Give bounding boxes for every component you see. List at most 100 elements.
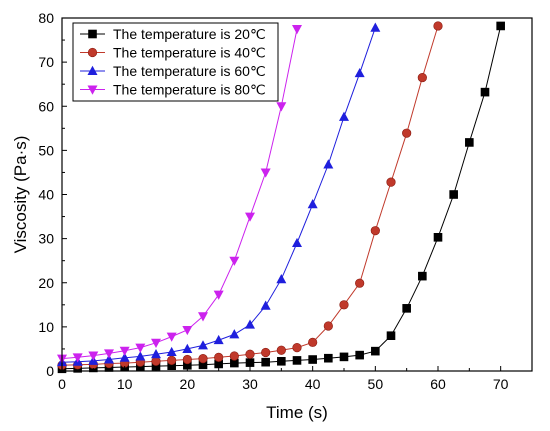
data-point-80c bbox=[88, 351, 99, 361]
x-tick-label: 60 bbox=[430, 376, 446, 392]
data-point-20c bbox=[214, 359, 223, 369]
series-layer bbox=[57, 21, 505, 374]
y-tick-label: 60 bbox=[38, 98, 54, 114]
data-point-20c bbox=[449, 190, 458, 199]
data-point-40c bbox=[276, 345, 286, 355]
legend-entry-60c: The temperature is 60℃ bbox=[80, 63, 266, 79]
data-point-80c bbox=[198, 312, 208, 322]
x-tick-label: 70 bbox=[493, 376, 509, 392]
data-point-60c bbox=[135, 351, 146, 361]
data-point-40c bbox=[308, 337, 318, 347]
data-point-40c bbox=[292, 343, 302, 353]
y-tick-label: 70 bbox=[38, 54, 54, 70]
data-point-40c bbox=[167, 355, 177, 366]
data-point-60c bbox=[213, 334, 224, 345]
data-point-20c bbox=[277, 356, 286, 366]
data-point-60c bbox=[229, 329, 240, 339]
data-point-40c bbox=[386, 177, 396, 187]
legend-marker-20c bbox=[88, 29, 97, 39]
data-point-40c bbox=[323, 321, 333, 331]
legend-label-60c: The temperature is 60℃ bbox=[113, 63, 266, 79]
data-point-60c bbox=[307, 199, 318, 209]
y-tick-label: 30 bbox=[38, 231, 54, 247]
legend-label-80c: The temperature is 80℃ bbox=[113, 82, 266, 98]
y-tick-label: 20 bbox=[38, 275, 54, 291]
data-point-40c bbox=[433, 21, 443, 31]
legend-entry-20c: The temperature is 20℃ bbox=[80, 26, 266, 42]
data-point-80c bbox=[229, 256, 240, 266]
data-point-40c bbox=[198, 354, 208, 364]
data-point-40c bbox=[402, 128, 412, 138]
data-point-80c bbox=[245, 212, 255, 222]
data-point-20c bbox=[308, 355, 317, 364]
data-point-80c bbox=[213, 290, 224, 300]
data-point-80c bbox=[119, 346, 130, 356]
legend-marker-40c bbox=[87, 47, 98, 58]
legend-marker-60c bbox=[87, 65, 98, 75]
data-point-20c bbox=[480, 87, 490, 97]
data-point-60c bbox=[166, 346, 177, 357]
x-tick-label: 10 bbox=[117, 376, 133, 392]
data-point-80c bbox=[182, 325, 193, 336]
data-point-80c bbox=[72, 353, 83, 363]
legend-entry-40c: The temperature is 40℃ bbox=[80, 45, 266, 61]
y-tick-label: 50 bbox=[38, 142, 54, 158]
data-point-60c bbox=[151, 349, 161, 359]
data-point-20c bbox=[198, 360, 208, 370]
data-point-40c bbox=[261, 347, 271, 358]
x-tick-label: 50 bbox=[368, 376, 384, 392]
data-point-80c bbox=[276, 102, 287, 112]
data-point-20c bbox=[292, 356, 302, 365]
y-tick-label: 40 bbox=[38, 187, 54, 203]
data-point-20c bbox=[465, 138, 474, 147]
data-point-60c bbox=[104, 354, 114, 364]
data-point-60c bbox=[198, 340, 208, 350]
legend-box bbox=[72, 22, 279, 102]
y-tick-label: 10 bbox=[38, 319, 54, 335]
data-point-80c bbox=[104, 349, 114, 359]
data-point-40c bbox=[355, 278, 365, 288]
data-point-20c bbox=[418, 271, 427, 281]
data-point-20c bbox=[151, 361, 161, 371]
series-line-80c bbox=[61, 28, 298, 360]
data-point-80c bbox=[260, 168, 271, 178]
x-axis-label: Time (s) bbox=[266, 403, 328, 422]
series-80c bbox=[57, 25, 302, 364]
data-point-20c bbox=[183, 360, 192, 370]
data-point-20c bbox=[371, 346, 380, 356]
y-tick-label: 0 bbox=[46, 363, 54, 379]
data-point-60c bbox=[370, 22, 381, 32]
data-point-20c bbox=[261, 357, 270, 367]
data-point-60c bbox=[245, 319, 255, 329]
data-point-20c bbox=[433, 233, 443, 242]
data-point-40c bbox=[214, 352, 224, 362]
x-tick-label: 40 bbox=[305, 376, 321, 392]
data-point-80c bbox=[135, 343, 146, 353]
data-point-20c bbox=[386, 331, 396, 340]
y-axis-label: Viscosity (Pa·s) bbox=[11, 136, 30, 254]
data-point-20c bbox=[402, 304, 411, 313]
data-point-60c bbox=[339, 111, 349, 121]
data-point-60c bbox=[276, 274, 287, 284]
data-point-20c bbox=[339, 352, 349, 362]
x-tick-label: 20 bbox=[180, 376, 196, 392]
data-point-40c bbox=[229, 351, 239, 361]
x-tick-label: 0 bbox=[58, 376, 66, 392]
data-point-20c bbox=[245, 358, 255, 367]
data-point-60c bbox=[260, 300, 271, 310]
data-point-20c bbox=[167, 361, 176, 371]
legend-entry-80c: The temperature is 80℃ bbox=[80, 82, 266, 98]
data-point-20c bbox=[496, 21, 505, 31]
legend-label-20c: The temperature is 20℃ bbox=[113, 26, 266, 42]
data-point-80c bbox=[166, 332, 177, 342]
data-point-60c bbox=[292, 237, 302, 248]
data-point-40c bbox=[370, 226, 380, 236]
data-point-80c bbox=[292, 25, 302, 35]
data-point-40c bbox=[151, 356, 161, 366]
legend: The temperature is 20℃ The temperature i… bbox=[72, 22, 279, 102]
data-point-40c bbox=[182, 354, 192, 365]
y-tick-label: 80 bbox=[38, 10, 54, 26]
data-point-40c bbox=[245, 349, 255, 359]
